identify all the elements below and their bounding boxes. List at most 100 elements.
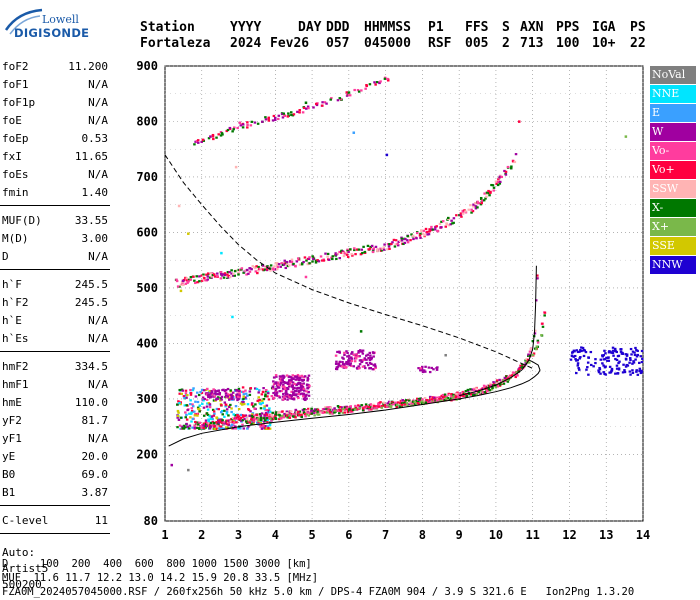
isolated-echo-point: [231, 315, 234, 319]
x-trace-point: [265, 417, 269, 420]
o-trace-point: [450, 393, 453, 396]
second-hop-point: [216, 272, 219, 275]
isolated-echo-point: [359, 330, 363, 333]
second-hop-point: [279, 265, 282, 268]
o-trace-point: [274, 413, 278, 416]
second-hop-point: [382, 246, 386, 249]
echo-point: [338, 360, 342, 363]
echo-point: [619, 348, 622, 351]
param-separator: [0, 505, 110, 506]
second-hop-point: [382, 248, 386, 251]
echo-point: [305, 397, 308, 400]
second-hop-point: [261, 264, 265, 267]
third-hop-point: [286, 115, 290, 118]
second-hop-point: [469, 204, 472, 207]
param-row-hme: hmE 110.0: [2, 396, 108, 412]
x-trace-point: [502, 379, 505, 382]
legend-e: E: [650, 104, 696, 122]
isolated-echo-point: [179, 289, 183, 293]
echo-point: [631, 371, 635, 375]
echo-point: [624, 365, 628, 368]
echo-point: [582, 349, 586, 352]
echo-point: [367, 356, 370, 360]
param-name: yF2: [2, 414, 22, 427]
o-trace-point: [207, 422, 211, 425]
echo-point: [216, 396, 220, 399]
echo-point: [262, 398, 265, 401]
echo-point: [196, 400, 200, 404]
echo-point: [288, 396, 292, 399]
echo-point: [597, 371, 601, 374]
echo-point: [190, 411, 193, 414]
echo-point: [198, 410, 201, 413]
echo-point: [250, 403, 254, 406]
echo-point: [232, 418, 235, 422]
echo-point: [233, 414, 237, 417]
second-hop-point: [346, 255, 350, 259]
third-hop-point: [196, 139, 200, 142]
x-trace-point: [541, 322, 544, 325]
x-trace-point: [488, 389, 492, 392]
second-hop-point: [400, 239, 404, 242]
second-hop-point: [188, 278, 191, 281]
second-hop-point: [275, 264, 279, 267]
echo-point: [246, 394, 249, 397]
y-tick-label: 300: [136, 392, 158, 406]
echo-point: [369, 354, 372, 357]
o-trace-point: [333, 407, 336, 410]
header-label-1: YYYY: [230, 20, 262, 35]
echo-point: [628, 370, 632, 373]
y-tick-label: 700: [136, 170, 158, 184]
echo-point: [220, 398, 223, 401]
x-tick-label: 3: [235, 528, 242, 542]
second-hop-point: [368, 247, 372, 250]
echo-point: [219, 418, 222, 421]
x-trace-point: [433, 400, 436, 403]
x-trace-point: [532, 352, 536, 355]
echo-point: [177, 400, 180, 403]
second-hop-point: [402, 242, 405, 246]
second-hop-point: [244, 269, 247, 272]
second-hop-point: [181, 279, 185, 282]
third-hop-point: [283, 114, 286, 117]
echo-point: [336, 350, 339, 354]
echo-point: [204, 426, 207, 429]
echo-point: [631, 350, 635, 353]
echo-point: [345, 366, 348, 369]
o-trace-point: [329, 406, 333, 409]
echo-point: [188, 412, 191, 415]
echo-point: [190, 409, 194, 413]
x-trace-point: [303, 413, 307, 416]
second-hop-point: [300, 263, 304, 266]
echo-point: [362, 358, 365, 361]
third-hop-point: [378, 81, 381, 85]
echo-point: [194, 420, 197, 424]
echo-point: [289, 375, 293, 379]
echo-point: [274, 374, 278, 377]
echo-point: [603, 366, 607, 369]
echo-point: [246, 403, 250, 406]
echo-point: [304, 398, 307, 402]
header-value-10: 10+: [592, 36, 616, 51]
echo-point: [206, 413, 210, 417]
second-hop-point: [374, 245, 378, 248]
param-value: N/A: [88, 168, 108, 181]
echo-point: [617, 361, 620, 365]
third-hop-point: [277, 114, 281, 117]
echo-point: [371, 368, 375, 371]
second-hop-point: [277, 263, 281, 266]
echo-point: [264, 393, 267, 396]
echo-point: [308, 384, 311, 387]
x-trace-point: [244, 420, 248, 423]
second-hop-point: [211, 272, 214, 275]
echo-point: [212, 399, 216, 402]
o-trace-point: [533, 332, 537, 335]
echo-point: [347, 354, 351, 357]
echo-point: [230, 407, 233, 410]
echo-point: [573, 354, 577, 358]
x-trace-point: [323, 411, 326, 414]
third-hop-point: [219, 134, 223, 137]
o-trace-point: [290, 412, 293, 416]
echo-point: [184, 426, 187, 429]
x-trace-point: [400, 402, 404, 405]
